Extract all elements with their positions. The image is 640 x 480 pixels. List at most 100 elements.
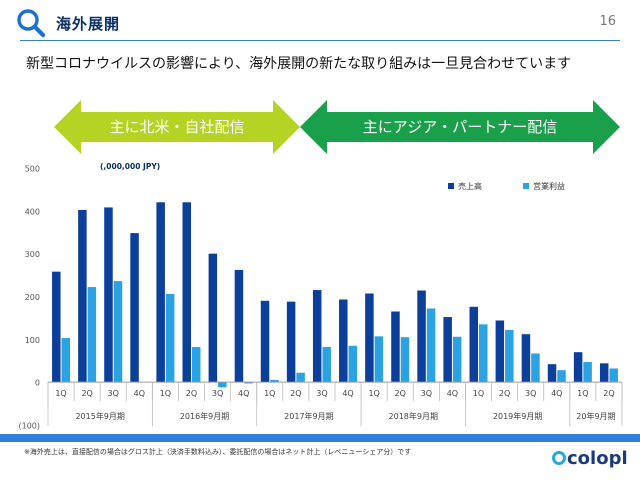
bar-profit — [87, 287, 97, 383]
bar-sales — [443, 317, 452, 383]
footer-note: ※海外売上は、直接配信の場合はグロス計上（決済手数料込み）、委託配信の場合はネッ… — [24, 448, 412, 456]
x-tick-label: 2Q — [395, 389, 406, 398]
bar-profit — [374, 336, 384, 383]
unit-label: (,000,000 JPY) — [100, 162, 160, 171]
legend-swatch-sales — [448, 183, 454, 189]
y-tick-label: 300 — [25, 250, 40, 259]
x-tick-label: 1Q — [55, 389, 66, 398]
x-group-label: 2017年9月期 — [284, 411, 333, 421]
slide-subtitle: 新型コロナウイルスの影響により、海外展開の新たな取り組みは一旦見合わせています — [26, 56, 572, 72]
y-tick-label: 500 — [25, 165, 40, 174]
bar-sales — [365, 293, 374, 383]
x-tick-label: 3Q — [316, 389, 327, 398]
bar-sales — [182, 202, 191, 383]
x-group-label: 2018年9月期 — [389, 411, 438, 421]
bar-sales — [130, 233, 139, 383]
header-divider — [20, 40, 620, 41]
search-icon — [17, 9, 46, 38]
bar-sales — [208, 253, 218, 383]
x-tick-label: 4Q — [238, 389, 249, 398]
bar-sales — [391, 311, 400, 383]
bar-sales — [339, 299, 348, 383]
bar-profit — [113, 281, 123, 383]
double-arrow-shape — [54, 100, 300, 154]
legend-label-profit: 営業利益 — [533, 181, 565, 191]
x-tick-label: 2Q — [499, 389, 510, 398]
arrow-asia-label: 主にアジア・パートナー配信 — [362, 118, 558, 136]
bar-sales — [495, 320, 505, 383]
page-number: 16 — [599, 14, 616, 29]
bar-sales — [78, 209, 87, 383]
y-tick-label: 100 — [25, 336, 40, 345]
bar-sales — [573, 352, 583, 383]
colopl-logo: colopl — [552, 448, 628, 469]
x-tick-label: 1Q — [368, 389, 379, 398]
x-group-label: 2016年9月期 — [180, 411, 229, 421]
double-arrow-shape — [300, 100, 620, 154]
bar-profit — [218, 382, 227, 388]
x-tick-label: 3Q — [421, 389, 432, 398]
bar-sales — [52, 271, 61, 383]
x-tick-label: 1Q — [473, 389, 484, 398]
bar-profit — [322, 347, 331, 383]
legend-label-sales: 売上高 — [458, 181, 482, 191]
footer-band — [0, 434, 640, 442]
x-group-label: 2019年9月期 — [493, 411, 542, 421]
bar-profit — [165, 293, 175, 383]
y-tick-label: 200 — [25, 293, 40, 302]
x-group-label: 2015年9月期 — [75, 411, 124, 421]
bar-profit — [426, 308, 436, 383]
bar-profit — [192, 347, 201, 383]
bar-sales — [599, 363, 609, 383]
x-tick-label: 2Q — [603, 389, 614, 398]
page-title: 海外展開 — [56, 15, 121, 33]
bar-profit — [400, 337, 410, 383]
x-tick-label: 4Q — [134, 389, 145, 398]
bar-profit — [296, 372, 305, 383]
arrow-north-america: 主に北米・自社配信 — [54, 100, 300, 154]
y-tick-label: (100) — [18, 422, 40, 431]
y-tick-label: 400 — [25, 207, 40, 216]
sales-profit-bar-chart: 500 400 300 200 100 0 (100) (,000,000 JPY) 1Q 2Q 3… — [18, 162, 623, 431]
bar-sales — [234, 269, 244, 383]
logo-text: colopl — [567, 448, 628, 469]
bar-profit — [348, 345, 358, 383]
x-tick-label: 1Q — [577, 389, 588, 398]
x-tick-label: 2Q — [186, 389, 197, 398]
bar-sales — [312, 290, 322, 383]
bar-profit — [479, 324, 488, 383]
bar-profit — [270, 380, 279, 383]
bar-profit — [452, 336, 462, 383]
bar-profit — [531, 353, 540, 383]
y-tick-label: 0 — [35, 379, 40, 388]
bar-profit — [61, 338, 71, 383]
x-tick-label: 3Q — [108, 389, 119, 398]
x-tick-label: 1Q — [160, 389, 171, 398]
bar-sales — [469, 306, 478, 383]
bar-sales — [521, 334, 531, 383]
x-tick-label: 4Q — [342, 389, 353, 398]
legend-swatch-profit — [523, 183, 529, 189]
x-tick-label: 4Q — [551, 389, 562, 398]
slide-header: 海外展開 16 — [0, 0, 640, 44]
arrow-north-america-label: 主に北米・自社配信 — [109, 118, 245, 136]
bar-profit — [557, 370, 566, 383]
bar-profit — [505, 329, 514, 383]
bar-sales — [156, 202, 165, 383]
bar-profit — [244, 382, 253, 384]
bar-sales — [260, 300, 270, 383]
bar-sales — [547, 364, 557, 383]
arrow-asia: 主にアジア・パートナー配信 — [300, 100, 620, 154]
bar-profit — [609, 368, 618, 383]
logo-mark-icon — [552, 451, 566, 465]
bar-sales — [417, 290, 426, 383]
x-tick-label: 2Q — [81, 389, 92, 398]
x-tick-label: 3Q — [212, 389, 223, 398]
x-tick-label: 4Q — [447, 389, 458, 398]
x-tick-label: 3Q — [525, 389, 536, 398]
bar-profit — [583, 362, 592, 383]
x-tick-label: 1Q — [264, 389, 275, 398]
x-group-label: 20年9月期 — [576, 411, 615, 421]
bar-sales — [286, 301, 296, 383]
x-tick-label: 2Q — [290, 389, 301, 398]
